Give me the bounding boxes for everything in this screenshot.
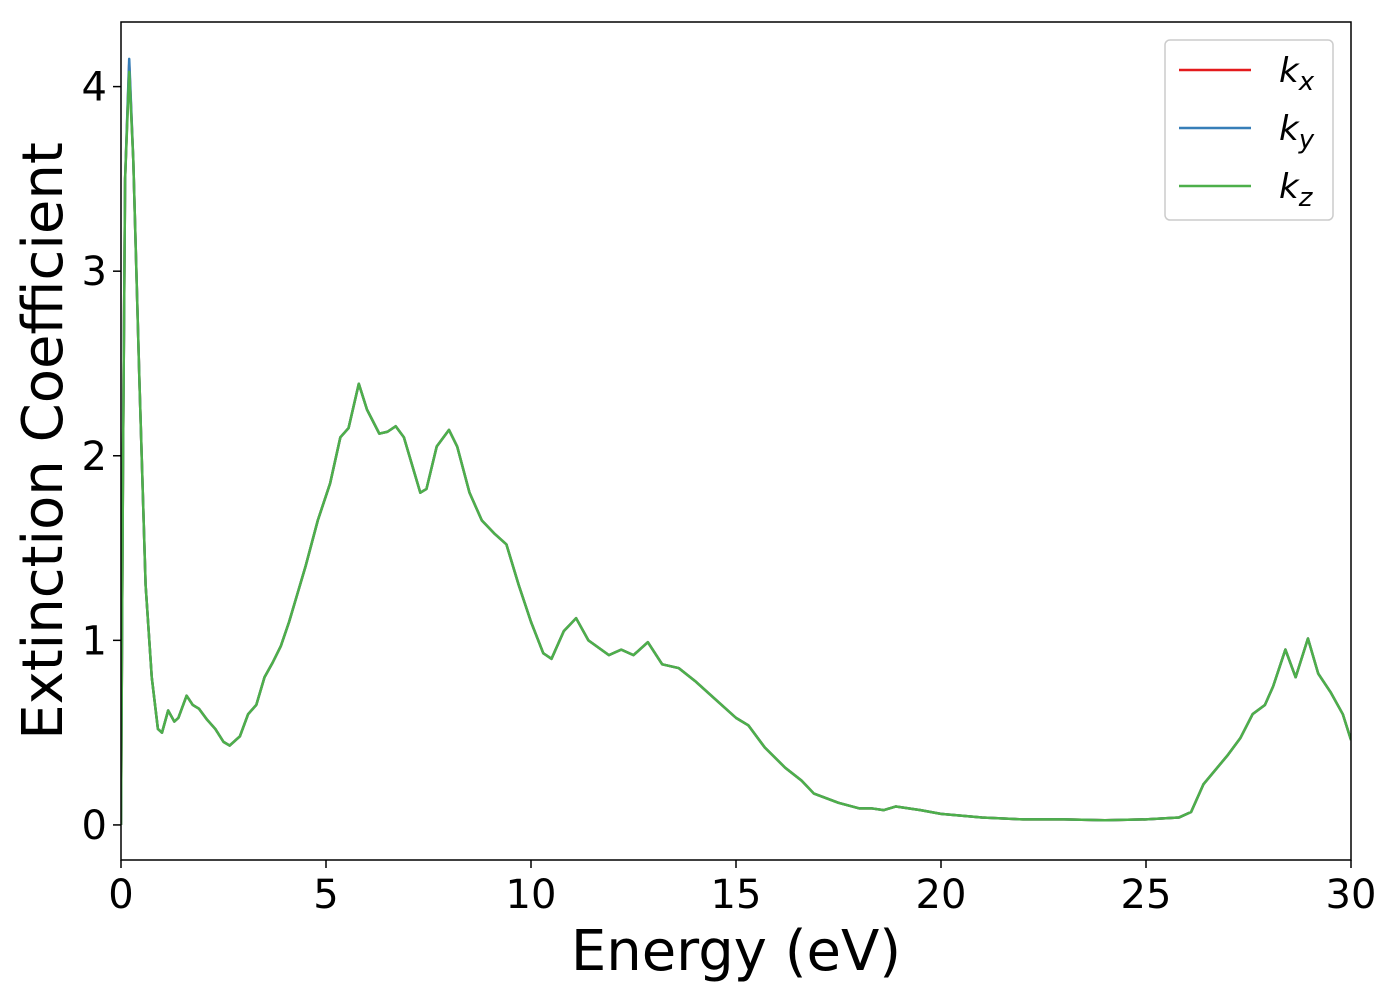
legend-label: kz [1279,167,1314,213]
y-tick-label: 2 [82,434,107,480]
legend-label: ky [1279,109,1315,155]
y-tick-label: 1 [82,618,107,664]
y-tick-label: 3 [82,249,107,295]
x-tick-label: 5 [313,872,338,918]
plot-frame [120,21,1352,861]
legend-box [1164,39,1334,221]
x-tick-label: 0 [108,872,133,918]
x-tick-label: 25 [1121,872,1172,918]
legend-label: kx [1279,51,1315,97]
x-tick-label: 30 [1326,872,1377,918]
x-axis-title: Energy (eV) [571,919,901,984]
line-series [121,70,1351,825]
y-tick-label: 0 [82,803,107,849]
x-tick-label: 10 [506,872,557,918]
x-tick-label: 20 [916,872,967,918]
y-axis-title: Extinction Coefficient [11,142,76,740]
y-tick-label: 4 [82,65,107,111]
x-tick-label: 15 [711,872,762,918]
